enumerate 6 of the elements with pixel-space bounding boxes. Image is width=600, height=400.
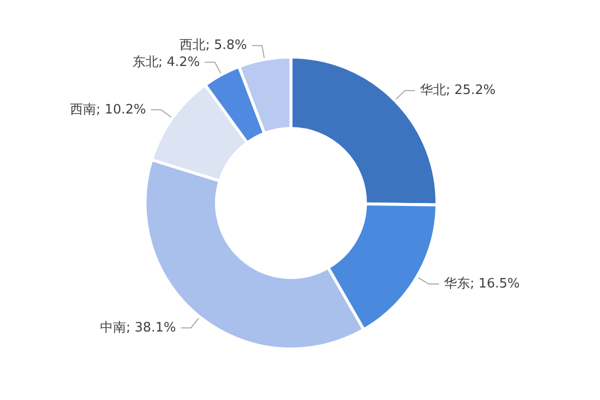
slice-label: 中南; 38.1% (100, 320, 176, 336)
slice-label: 华东; 16.5% (444, 276, 520, 292)
slice-label: 东北; 4.2% (132, 54, 200, 70)
slice-label: 西南; 10.2% (70, 102, 146, 118)
slice-label: 华北; 25.2% (420, 83, 496, 98)
slice-label: 西北; 5.8% (179, 38, 248, 54)
